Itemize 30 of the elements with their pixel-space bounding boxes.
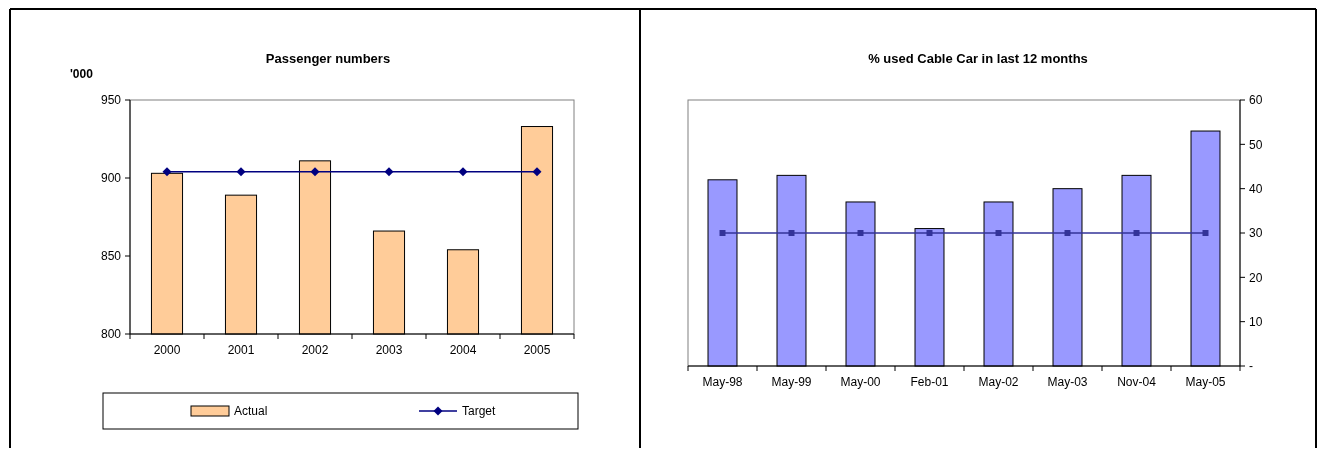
x-tick-label: Nov-04 bbox=[1117, 375, 1157, 389]
x-tick-label: May-02 bbox=[978, 375, 1019, 389]
y2-tick-label: 10 bbox=[1249, 314, 1263, 329]
y-tick-label: 950 bbox=[100, 93, 122, 108]
y2-tick-label: - bbox=[1249, 359, 1253, 374]
x-tick-label: 2000 bbox=[153, 343, 181, 357]
x-tick-label: 2004 bbox=[449, 343, 477, 357]
y2-tick-label: 30 bbox=[1249, 226, 1263, 241]
legend-label: Target bbox=[462, 404, 497, 419]
chart-title: Passenger numbers bbox=[265, 51, 391, 66]
x-tick-label: May-05 bbox=[1185, 375, 1226, 389]
x-tick-label: May-00 bbox=[840, 375, 881, 389]
y2-tick-label: 60 bbox=[1249, 93, 1263, 108]
x-tick-label: May-03 bbox=[1047, 375, 1088, 389]
x-tick-label: 2003 bbox=[375, 343, 403, 357]
y-tick-label: 850 bbox=[100, 249, 122, 264]
x-tick-label: Feb-01 bbox=[910, 375, 949, 389]
x-tick-label: 2005 bbox=[523, 343, 551, 357]
y-tick-label: 900 bbox=[100, 171, 122, 186]
chart-title: % used Cable Car in last 12 months bbox=[868, 51, 1088, 66]
y2-tick-label: 40 bbox=[1249, 181, 1263, 196]
x-tick-label: May-98 bbox=[702, 375, 743, 389]
x-tick-label: May-99 bbox=[771, 375, 812, 389]
y-tick-label: 800 bbox=[100, 327, 122, 342]
x-tick-label: 2001 bbox=[227, 343, 255, 357]
x-tick-label: 2002 bbox=[301, 343, 329, 357]
y2-tick-label: 50 bbox=[1249, 137, 1263, 152]
y2-tick-label: 20 bbox=[1249, 270, 1263, 285]
legend-label: Actual bbox=[234, 404, 268, 419]
y-axis-title: '000 bbox=[70, 67, 94, 81]
